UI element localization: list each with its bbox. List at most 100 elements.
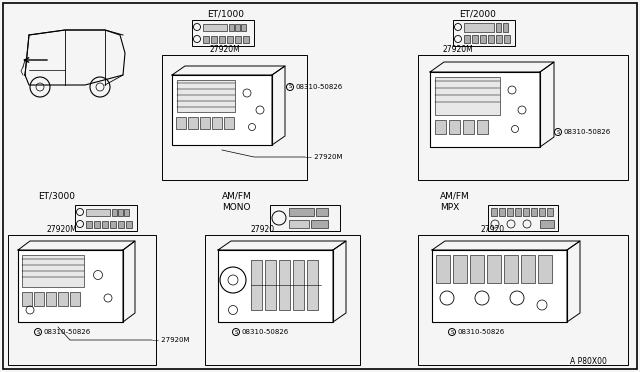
Bar bbox=[22, 255, 84, 287]
Bar bbox=[46, 292, 56, 306]
Bar bbox=[75, 205, 137, 231]
Text: AM/FM: AM/FM bbox=[222, 192, 252, 201]
Bar bbox=[464, 35, 470, 43]
Bar bbox=[176, 117, 186, 129]
Bar bbox=[531, 208, 537, 216]
Bar bbox=[265, 260, 276, 310]
Bar bbox=[218, 250, 333, 322]
Bar bbox=[172, 75, 272, 145]
Bar bbox=[8, 235, 156, 365]
Bar bbox=[22, 292, 32, 306]
Bar bbox=[279, 260, 290, 310]
Bar bbox=[251, 260, 262, 310]
Bar bbox=[229, 24, 234, 31]
Bar bbox=[18, 250, 123, 322]
Text: AM/FM: AM/FM bbox=[440, 192, 470, 201]
Bar bbox=[192, 20, 254, 46]
Bar bbox=[118, 209, 122, 216]
Bar bbox=[86, 209, 110, 216]
Bar bbox=[316, 208, 328, 216]
Bar bbox=[112, 209, 116, 216]
Text: S: S bbox=[556, 129, 560, 135]
Polygon shape bbox=[333, 241, 346, 322]
Bar bbox=[188, 117, 198, 129]
Text: A P80X00: A P80X00 bbox=[570, 357, 607, 366]
Bar bbox=[463, 120, 474, 134]
Bar bbox=[521, 255, 535, 283]
Text: — 27920M: — 27920M bbox=[305, 154, 342, 160]
Text: — 27920M: — 27920M bbox=[152, 337, 189, 343]
Bar bbox=[203, 24, 227, 31]
Bar bbox=[289, 220, 309, 228]
Bar bbox=[293, 260, 304, 310]
Bar bbox=[235, 36, 241, 43]
Text: S: S bbox=[36, 330, 40, 334]
Bar bbox=[224, 117, 234, 129]
Bar bbox=[496, 23, 501, 32]
Bar bbox=[243, 36, 249, 43]
Bar bbox=[499, 208, 505, 216]
Bar bbox=[449, 120, 460, 134]
Polygon shape bbox=[430, 62, 554, 72]
Bar bbox=[504, 255, 518, 283]
Bar bbox=[177, 80, 235, 112]
Bar bbox=[453, 20, 515, 46]
Bar bbox=[504, 35, 510, 43]
Bar bbox=[126, 221, 132, 228]
Bar bbox=[435, 77, 500, 115]
Text: 08310-50826: 08310-50826 bbox=[458, 329, 505, 335]
Bar bbox=[491, 208, 497, 216]
Bar bbox=[289, 208, 314, 216]
Bar bbox=[430, 72, 540, 147]
Polygon shape bbox=[567, 241, 580, 322]
Text: 08310-50826: 08310-50826 bbox=[242, 329, 289, 335]
Text: ET/2000: ET/2000 bbox=[460, 10, 497, 19]
Bar bbox=[515, 208, 521, 216]
Bar bbox=[523, 208, 529, 216]
Bar bbox=[540, 220, 554, 228]
Bar bbox=[205, 235, 360, 365]
Text: MPX: MPX bbox=[440, 202, 460, 212]
Text: 08310-50826: 08310-50826 bbox=[564, 129, 611, 135]
Text: S: S bbox=[234, 330, 237, 334]
Bar bbox=[124, 209, 129, 216]
Text: S: S bbox=[288, 84, 292, 90]
Bar bbox=[503, 23, 508, 32]
Bar bbox=[547, 208, 553, 216]
Bar bbox=[211, 36, 217, 43]
Bar bbox=[453, 255, 467, 283]
Bar bbox=[418, 235, 628, 365]
Bar bbox=[539, 208, 545, 216]
Bar bbox=[235, 24, 239, 31]
Text: S: S bbox=[451, 330, 454, 334]
Bar bbox=[435, 120, 446, 134]
Bar bbox=[58, 292, 68, 306]
Text: 27920M: 27920M bbox=[209, 45, 240, 54]
Bar bbox=[162, 55, 307, 180]
Bar bbox=[270, 205, 340, 231]
Text: 27920: 27920 bbox=[481, 224, 505, 234]
Bar bbox=[94, 221, 100, 228]
Bar bbox=[477, 120, 488, 134]
Text: 27920: 27920 bbox=[250, 224, 275, 234]
Bar bbox=[464, 23, 494, 32]
Bar bbox=[418, 55, 628, 180]
Bar bbox=[118, 221, 124, 228]
Bar bbox=[436, 255, 450, 283]
Bar bbox=[307, 260, 318, 310]
Polygon shape bbox=[123, 241, 135, 322]
Bar bbox=[86, 221, 92, 228]
Bar bbox=[311, 220, 328, 228]
Bar bbox=[70, 292, 80, 306]
Bar bbox=[488, 205, 558, 231]
Bar bbox=[496, 35, 502, 43]
Text: MONO: MONO bbox=[222, 202, 250, 212]
Bar bbox=[34, 292, 44, 306]
Polygon shape bbox=[18, 241, 135, 250]
Polygon shape bbox=[218, 241, 346, 250]
Bar bbox=[227, 36, 233, 43]
Text: ET/1000: ET/1000 bbox=[207, 10, 244, 19]
Bar bbox=[487, 255, 501, 283]
Bar bbox=[110, 221, 116, 228]
Bar bbox=[507, 208, 513, 216]
